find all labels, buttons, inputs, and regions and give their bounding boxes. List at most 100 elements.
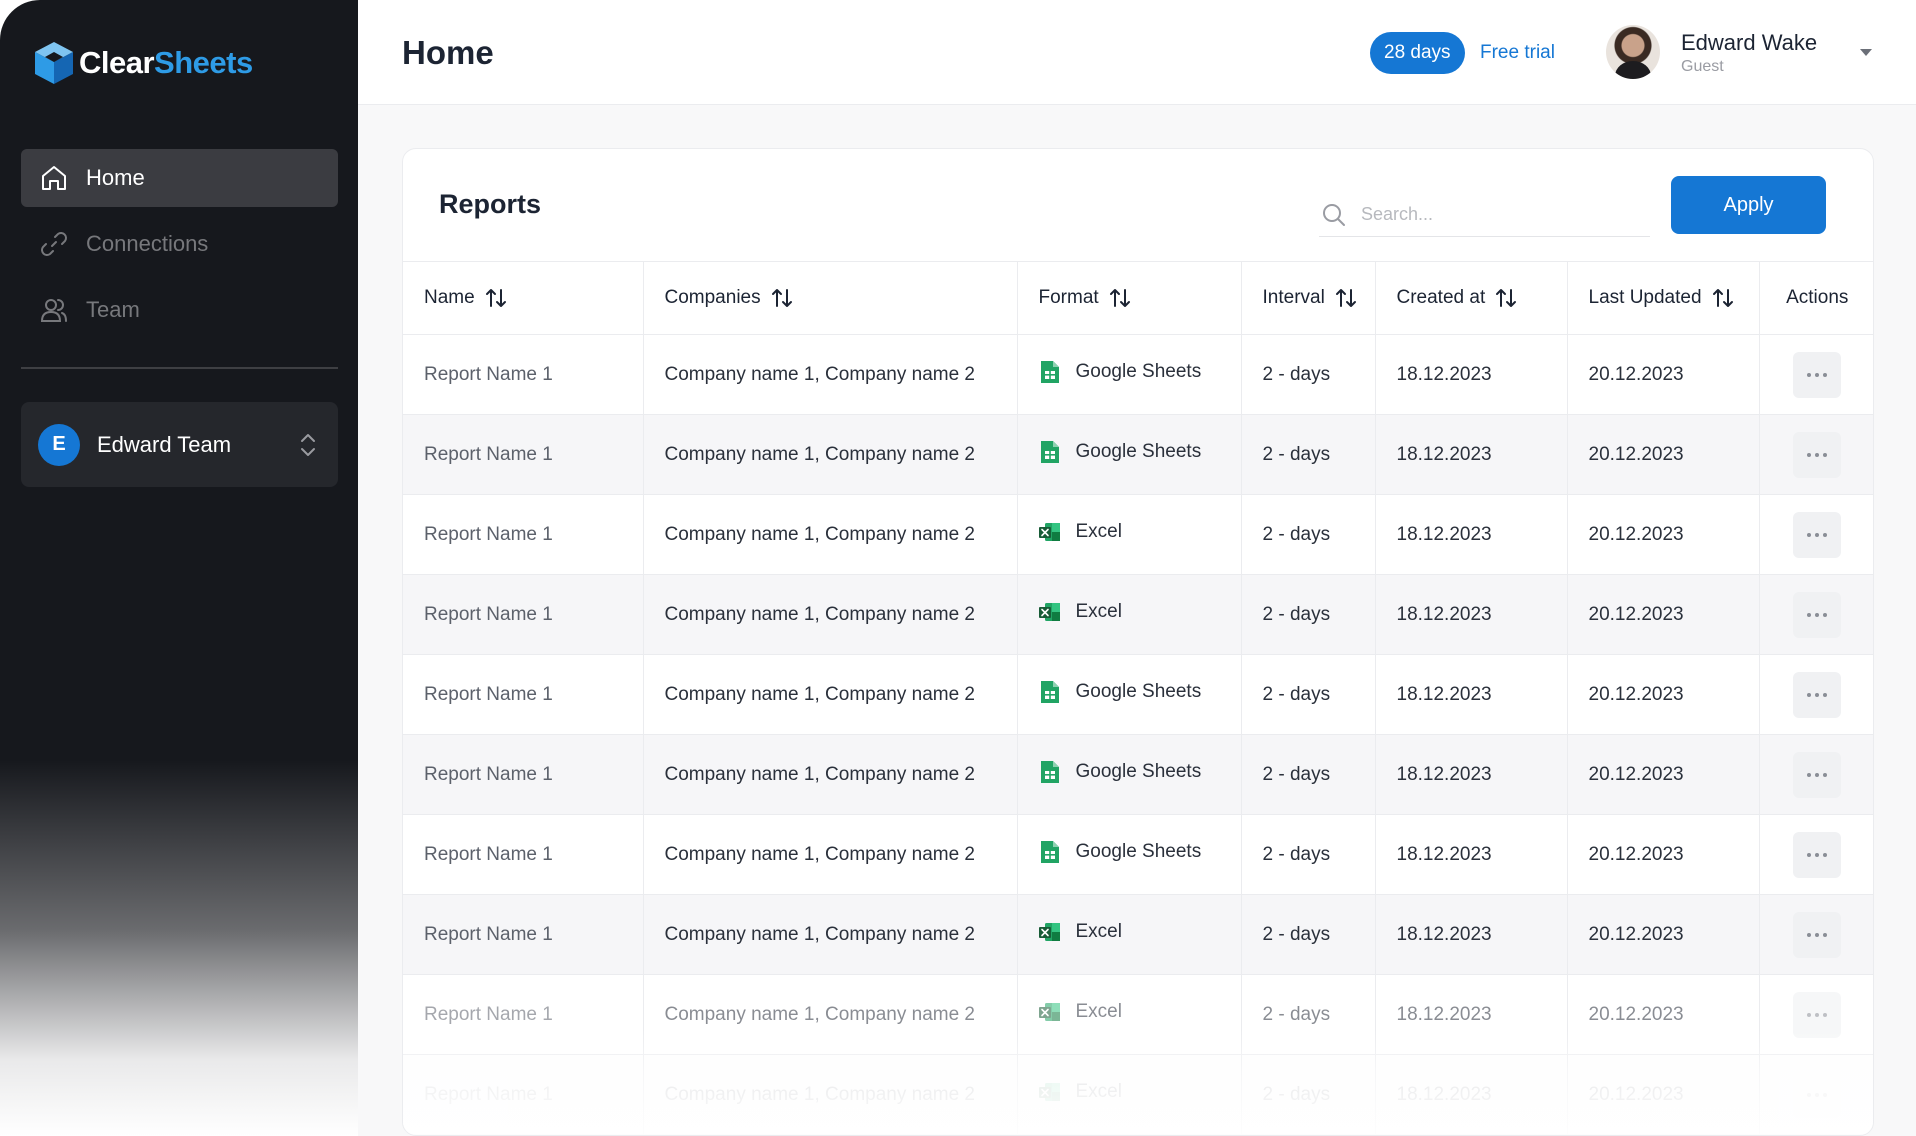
- home-icon: [42, 166, 66, 190]
- cell-last-updated: 20.12.2023: [1567, 334, 1760, 415]
- table-row[interactable]: Report Name 1 Company name 1, Company nam…: [403, 894, 1873, 975]
- cell-actions: [1759, 494, 1873, 575]
- column-header-companies[interactable]: Companies: [643, 261, 1018, 335]
- cell-report-name: Report Name 1: [403, 1054, 644, 1135]
- user-avatar[interactable]: [1606, 25, 1660, 79]
- cell-companies: Company name 1, Company name 2: [643, 974, 1018, 1055]
- table-row[interactable]: Report Name 1 Company name 1, Company nam…: [403, 814, 1873, 895]
- cell-created-at: 18.12.2023: [1375, 654, 1568, 735]
- sidebar-item-team[interactable]: Team: [21, 281, 338, 339]
- format-label: Excel: [1075, 920, 1122, 942]
- table-row[interactable]: Report Name 1 Company name 1, Company nam…: [403, 494, 1873, 575]
- app-name: ClearSheets: [79, 45, 253, 81]
- cell-created-at: 18.12.2023: [1375, 1054, 1568, 1135]
- row-actions-button[interactable]: [1793, 511, 1842, 558]
- reports-table-body: Report Name 1 Company name 1, Company nam…: [403, 334, 1873, 1135]
- table-row[interactable]: Report Name 1 Company name 1, Company nam…: [403, 414, 1873, 495]
- row-actions-button[interactable]: [1793, 671, 1842, 718]
- cell-format: Excel: [1017, 974, 1242, 1055]
- format-label: Google Sheets: [1075, 360, 1202, 382]
- team-switcher[interactable]: E Edward Team: [21, 402, 338, 487]
- cell-last-updated: 20.12.2023: [1567, 814, 1760, 895]
- cell-interval: 2 - days: [1241, 974, 1376, 1055]
- row-actions-button[interactable]: [1793, 591, 1842, 638]
- table-row[interactable]: Report Name 1 Company name 1, Company nam…: [403, 574, 1873, 655]
- search-input[interactable]: [1361, 204, 1631, 225]
- row-actions-button[interactable]: [1793, 911, 1842, 958]
- excel-icon: [1038, 1082, 1060, 1101]
- column-header-last-updated[interactable]: Last Updated: [1567, 261, 1760, 335]
- apply-button[interactable]: Apply: [1671, 176, 1826, 234]
- cube-logo-icon: [35, 42, 73, 84]
- google-sheets-icon: [1040, 440, 1059, 463]
- row-actions-button[interactable]: [1793, 1071, 1842, 1118]
- cell-actions: [1759, 814, 1873, 895]
- more-horizontal-icon: [1807, 932, 1828, 937]
- more-horizontal-icon: [1807, 772, 1828, 777]
- cell-last-updated: 20.12.2023: [1567, 894, 1760, 975]
- logo-text-clear: Clear: [79, 45, 155, 80]
- table-row[interactable]: Report Name 1 Company name 1, Company nam…: [403, 974, 1873, 1055]
- row-actions-button[interactable]: [1793, 991, 1842, 1038]
- format-label: Excel: [1075, 1080, 1122, 1102]
- cell-report-name: Report Name 1: [403, 654, 644, 735]
- user-role: Guest: [1681, 58, 1724, 75]
- row-actions-button[interactable]: [1793, 751, 1842, 798]
- main-area: Home 28 days Free trial Edward Wake Gues…: [358, 0, 1916, 1136]
- cell-companies: Company name 1, Company name 2: [643, 1054, 1018, 1135]
- caret-down-icon[interactable]: [1858, 45, 1874, 59]
- column-header-name[interactable]: Name: [403, 261, 644, 335]
- format-label: Google Sheets: [1075, 680, 1202, 702]
- reports-card: Reports Apply Name Companie: [402, 148, 1874, 1136]
- excel-icon: [1038, 522, 1060, 541]
- row-actions-button[interactable]: [1793, 431, 1842, 478]
- cell-companies: Company name 1, Company name 2: [643, 654, 1018, 735]
- search-box[interactable]: [1319, 193, 1650, 237]
- table-row[interactable]: Report Name 1 Company name 1, Company nam…: [403, 734, 1873, 815]
- sidebar-item-connections[interactable]: Connections: [21, 215, 338, 273]
- cell-created-at: 18.12.2023: [1375, 494, 1568, 575]
- table-row[interactable]: Report Name 1 Company name 1, Company nam…: [403, 1054, 1873, 1135]
- more-horizontal-icon: [1807, 612, 1828, 617]
- table-row[interactable]: Report Name 1 Company name 1, Company nam…: [403, 654, 1873, 735]
- cell-created-at: 18.12.2023: [1375, 894, 1568, 975]
- google-sheets-icon: [1040, 760, 1059, 783]
- top-header: Home 28 days Free trial Edward Wake Gues…: [358, 0, 1916, 105]
- app-logo[interactable]: ClearSheets: [33, 40, 253, 86]
- excel-icon: [1038, 1002, 1060, 1021]
- row-actions-button[interactable]: [1793, 351, 1842, 398]
- user-name[interactable]: Edward Wake: [1681, 30, 1818, 55]
- cell-companies: Company name 1, Company name 2: [643, 734, 1018, 815]
- cell-interval: 2 - days: [1241, 574, 1376, 655]
- cell-created-at: 18.12.2023: [1375, 814, 1568, 895]
- sidebar-item-label: Connections: [86, 231, 209, 256]
- page-title: Home: [402, 34, 494, 71]
- row-actions-button[interactable]: [1793, 831, 1842, 878]
- column-header-created-at[interactable]: Created at: [1375, 261, 1568, 335]
- more-horizontal-icon: [1807, 1012, 1828, 1017]
- sidebar: ClearSheets Home Connections Te: [0, 0, 358, 1136]
- cell-last-updated: 20.12.2023: [1567, 734, 1760, 815]
- reports-title: Reports: [439, 189, 542, 219]
- cell-last-updated: 20.12.2023: [1567, 574, 1760, 655]
- sort-icon: [1109, 289, 1130, 307]
- cell-companies: Company name 1, Company name 2: [643, 494, 1018, 575]
- format-label: Excel: [1075, 1000, 1122, 1022]
- chevron-up-down-icon: [301, 433, 315, 456]
- column-header-format[interactable]: Format: [1017, 261, 1242, 335]
- cell-format: Excel: [1017, 494, 1242, 575]
- google-sheets-icon: [1040, 680, 1059, 703]
- cell-format: Excel: [1017, 574, 1242, 655]
- format-label: Google Sheets: [1075, 440, 1202, 462]
- sidebar-item-home[interactable]: Home: [21, 149, 338, 207]
- cell-created-at: 18.12.2023: [1375, 574, 1568, 655]
- cell-report-name: Report Name 1: [403, 894, 644, 975]
- free-trial-link[interactable]: Free trial: [1480, 42, 1555, 63]
- table-row[interactable]: Report Name 1 Company name 1, Company nam…: [403, 334, 1873, 415]
- column-header-interval[interactable]: Interval: [1241, 261, 1376, 335]
- excel-icon: [1038, 922, 1060, 941]
- more-horizontal-icon: [1807, 852, 1828, 857]
- cell-format: Excel: [1017, 1054, 1242, 1135]
- sort-icon: [771, 289, 792, 307]
- cell-format: Google Sheets: [1017, 654, 1242, 735]
